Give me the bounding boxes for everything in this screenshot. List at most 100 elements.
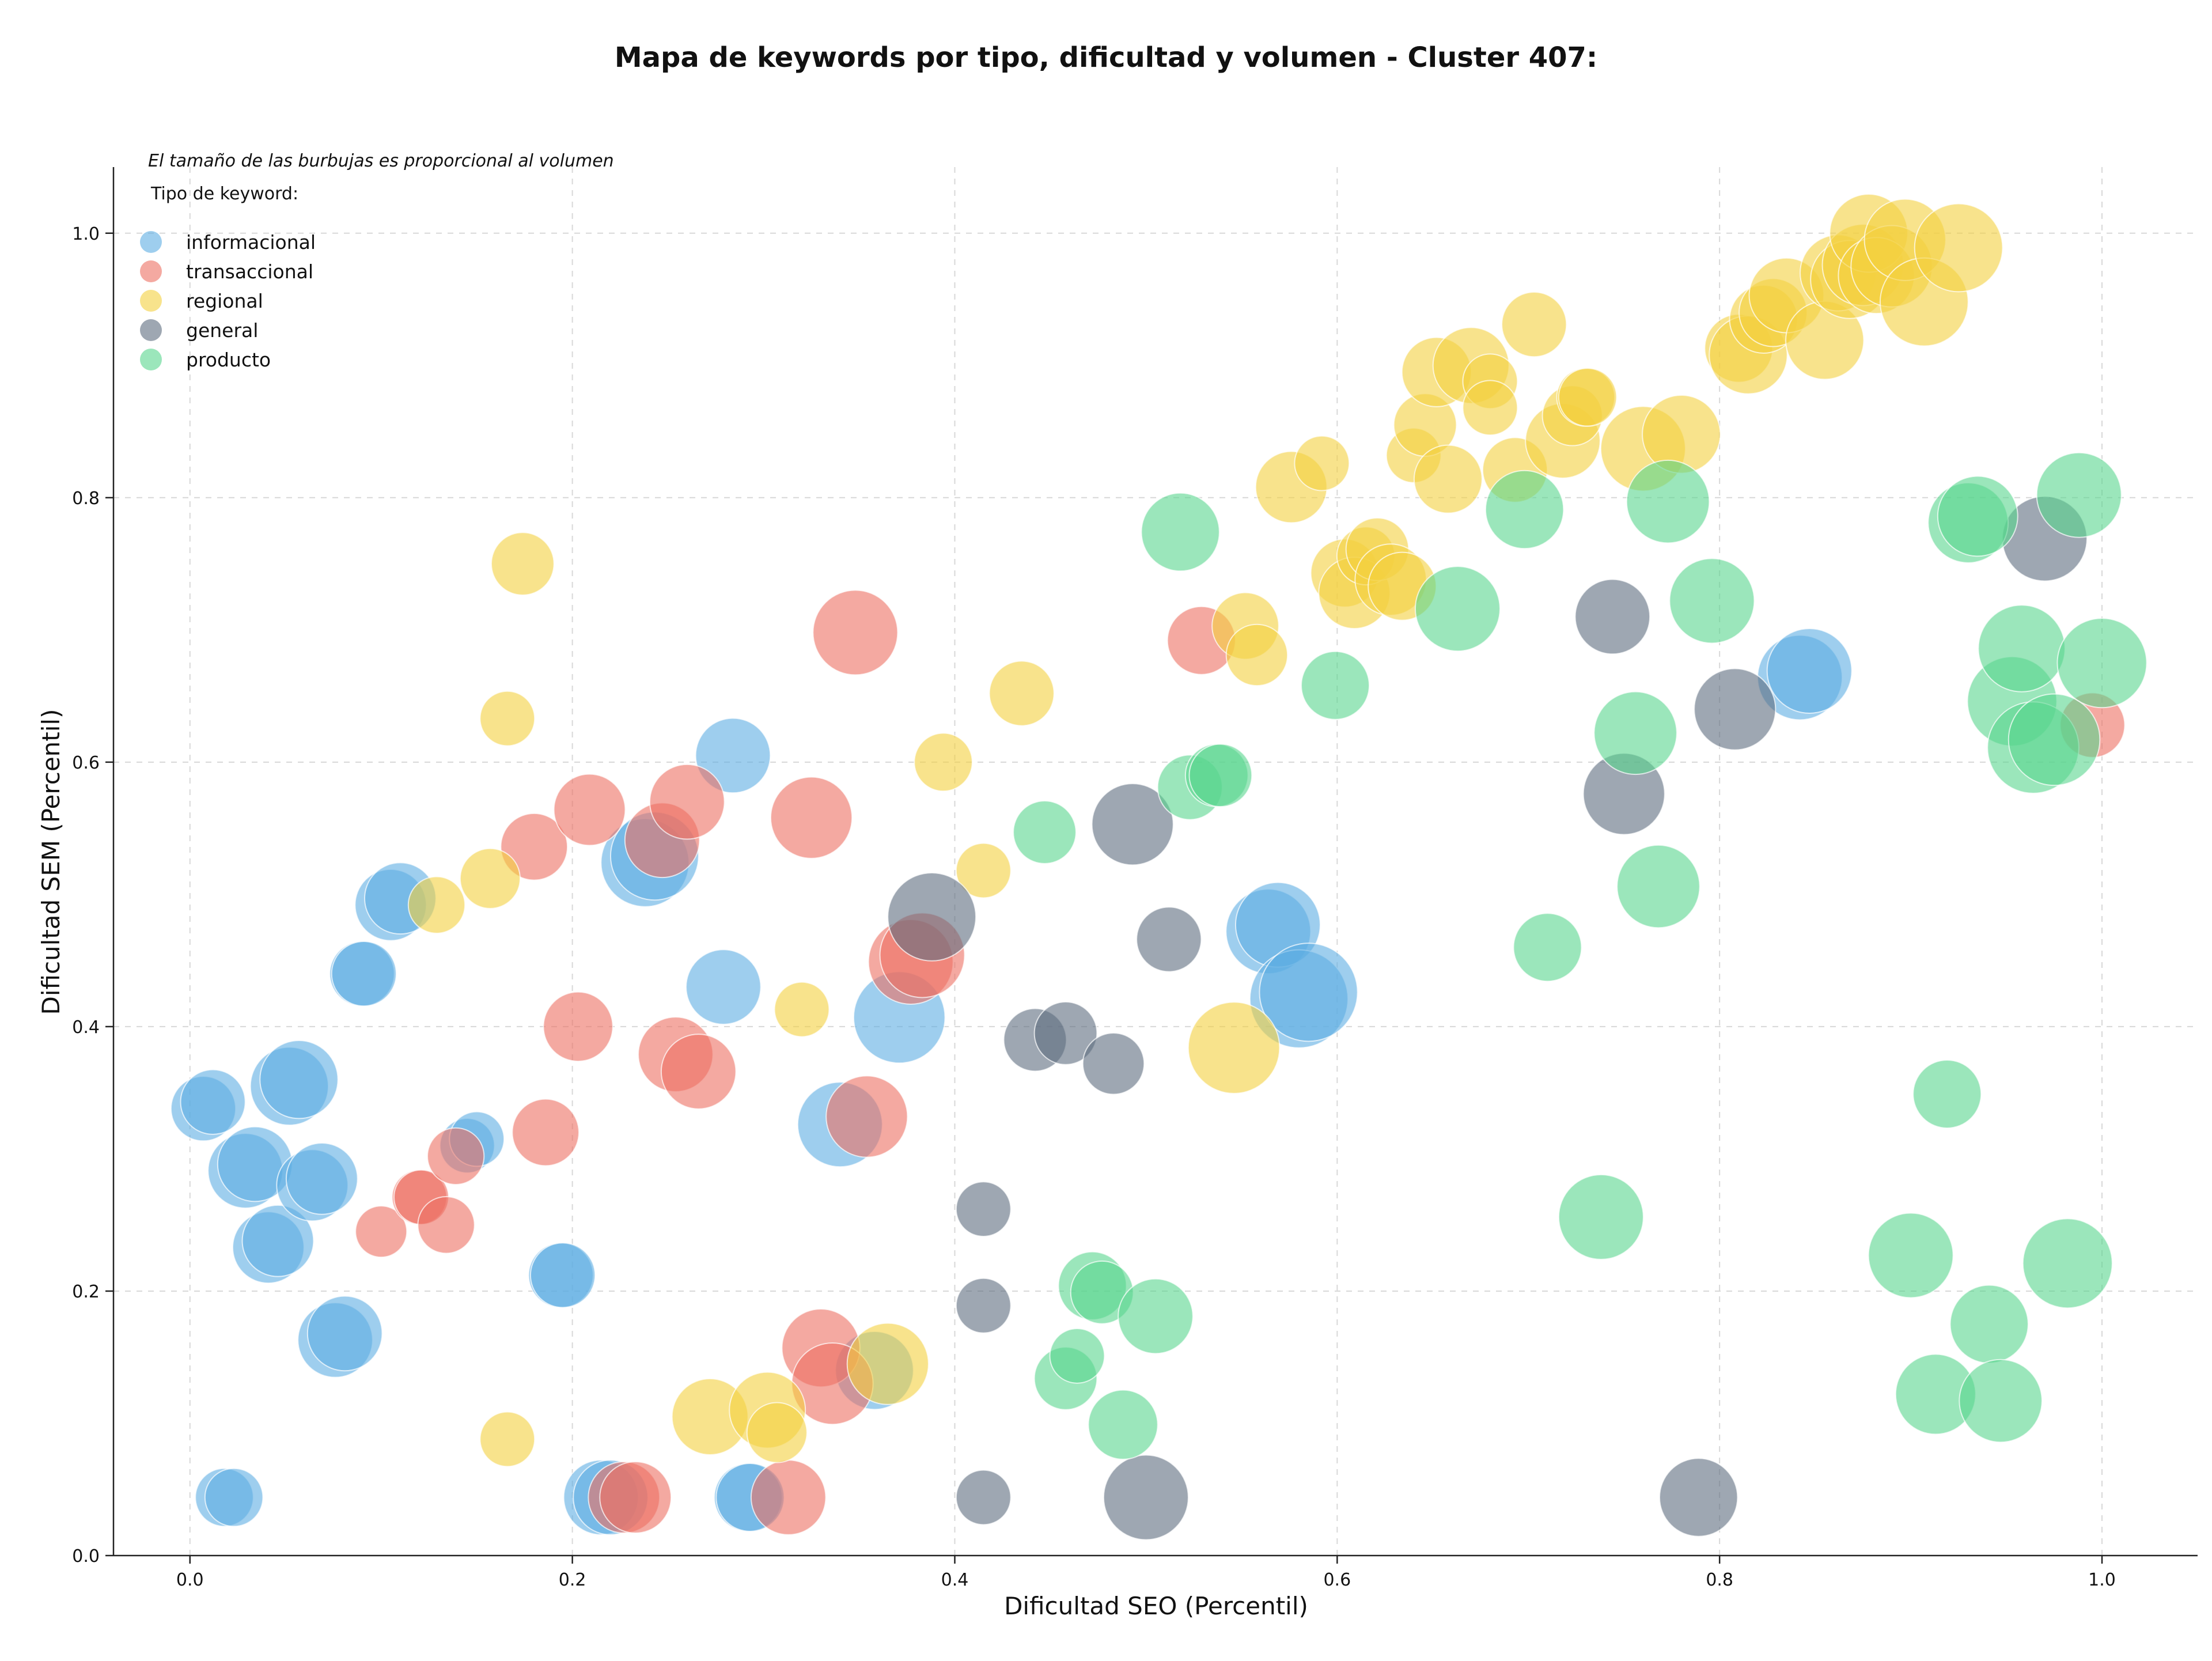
bubble-producto <box>1949 1284 2029 1364</box>
bubble-producto <box>1558 1174 1644 1260</box>
bubble-producto <box>2056 618 2147 709</box>
bubble-transaccional <box>750 1459 827 1535</box>
bubble-general <box>1103 1454 1189 1541</box>
bubble-regional <box>1914 203 2003 293</box>
bubble-informacional <box>285 1142 358 1215</box>
bubble-general <box>1136 906 1202 973</box>
y-tick-label: 0.0 <box>72 1546 100 1567</box>
axes: 0.0 0.2 0.4 0.6 0.8 1.0 0.0 0.2 0.4 0.6 0.8 1.0 <box>72 167 2198 1590</box>
bubble-general <box>1082 1032 1145 1095</box>
bubble-regional <box>479 690 536 747</box>
x-axis-label: Dificultad SEO (Percentil) <box>1004 1592 1308 1620</box>
bubble-informacional <box>180 1069 246 1135</box>
legend-marker-regional <box>140 290 162 312</box>
bubble-producto <box>1141 492 1220 572</box>
legend-marker-general <box>140 319 162 341</box>
legend: Tipo de keyword: informacional transaccio… <box>140 184 316 371</box>
bubble-transaccional <box>812 589 899 676</box>
bubble-informacional <box>529 1242 596 1308</box>
y-tick-label: 0.4 <box>72 1017 100 1038</box>
legend-label-producto: producto <box>186 349 271 371</box>
bubble-general <box>955 1181 1012 1238</box>
y-tick-label: 1.0 <box>72 224 100 244</box>
bubble-informacional <box>259 1040 339 1119</box>
y-tick-label: 0.2 <box>72 1282 100 1302</box>
bubble-regional <box>459 847 521 909</box>
bubble-regional <box>846 1322 929 1405</box>
bubble-producto <box>1049 1328 1105 1384</box>
bubble-regional <box>1187 1001 1281 1094</box>
bubble-producto <box>1912 1059 1982 1129</box>
bubble-producto <box>1626 459 1710 544</box>
x-tick-label: 1.0 <box>2088 1570 2116 1590</box>
bubble-producto <box>1669 558 1755 644</box>
bubble-informacional <box>331 940 397 1007</box>
bubble-producto <box>1118 1278 1194 1354</box>
bubble-general <box>1574 578 1651 655</box>
y-tick-label: 0.8 <box>72 489 100 509</box>
bubble-regional <box>1294 435 1350 491</box>
bubble-regional <box>1413 444 1483 514</box>
bubble-producto <box>2036 452 2122 538</box>
legend-label-informacional: informacional <box>186 231 316 253</box>
bubble-transaccional <box>512 1098 579 1167</box>
bubble-informacional <box>241 1204 315 1277</box>
bubbles <box>170 194 2147 1541</box>
bubble-general <box>955 1277 1012 1334</box>
bubble-informacional <box>306 1295 383 1372</box>
bubble-producto <box>1013 800 1077 864</box>
bubble-regional <box>479 1411 536 1467</box>
bubble-general <box>1694 668 1777 751</box>
legend-marker-informacional <box>140 231 162 253</box>
y-tick-label: 0.6 <box>72 753 100 773</box>
bubble-transaccional <box>825 1075 908 1158</box>
legend-marker-transaccional <box>140 260 162 282</box>
bubble-informacional <box>1766 627 1853 714</box>
bubble-regional <box>988 660 1055 727</box>
bubble-regional <box>490 532 555 596</box>
bubble-transaccional <box>660 1034 737 1110</box>
bubble-producto <box>2022 1218 2113 1309</box>
bubble-producto <box>1188 743 1253 808</box>
bubble-general <box>887 872 977 962</box>
bubble-general <box>1033 1001 1098 1065</box>
bubble-regional <box>914 732 973 792</box>
bubble-informacional <box>204 1467 264 1527</box>
bubble-producto <box>1978 604 2066 693</box>
bubble-regional <box>746 1402 808 1463</box>
x-tick-label: 0.6 <box>1323 1570 1351 1590</box>
bubble-producto <box>2008 693 2101 786</box>
bubble-transaccional <box>427 1127 485 1185</box>
bubble-producto <box>1959 1359 2043 1443</box>
bubble-transaccional <box>770 776 853 859</box>
bubble-transaccional <box>553 773 626 846</box>
bubble-regional <box>774 981 830 1038</box>
bubble-producto <box>1868 1212 1954 1299</box>
x-tick-label: 0.0 <box>176 1570 204 1590</box>
bubble-producto <box>1937 475 2018 557</box>
bubble-regional <box>1501 292 1567 358</box>
bubble-regional <box>1642 394 1721 474</box>
bubble-transaccional <box>355 1205 408 1258</box>
x-tick-label: 0.2 <box>559 1570 586 1590</box>
bubble-general <box>1658 1458 1738 1537</box>
bubble-producto <box>1414 566 1501 652</box>
bubble-producto <box>1301 650 1370 720</box>
bubble-transaccional <box>417 1196 475 1254</box>
legend-label-transaccional: transaccional <box>186 260 313 283</box>
bubble-informacional <box>1259 943 1358 1042</box>
bubble-informacional <box>685 949 762 1025</box>
bubble-general <box>955 1469 1012 1526</box>
bubble-regional <box>955 842 1012 899</box>
bubble-size-note: El tamaño de las burbujas es proporciona… <box>148 151 614 171</box>
legend-title: Tipo de keyword: <box>150 184 298 204</box>
bubble-producto <box>1616 844 1700 929</box>
legend-label-regional: regional <box>186 290 263 312</box>
y-axis-label: Dificultad SEM (Percentil) <box>37 709 65 1015</box>
legend-label-general: general <box>186 319 258 342</box>
bubble-transaccional <box>500 812 569 881</box>
chart-title: Mapa de keywords por tipo, dificultad y … <box>615 41 1597 74</box>
bubble-producto <box>1593 691 1677 775</box>
bubble-producto <box>1484 470 1565 550</box>
